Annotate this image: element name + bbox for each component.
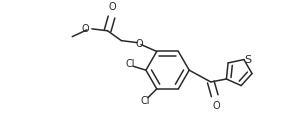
- Text: Cl: Cl: [140, 96, 150, 106]
- Text: S: S: [244, 55, 251, 65]
- Text: O: O: [81, 24, 89, 34]
- Text: O: O: [135, 39, 143, 49]
- Text: Cl: Cl: [126, 59, 135, 69]
- Text: O: O: [109, 2, 116, 12]
- Text: O: O: [213, 101, 220, 111]
